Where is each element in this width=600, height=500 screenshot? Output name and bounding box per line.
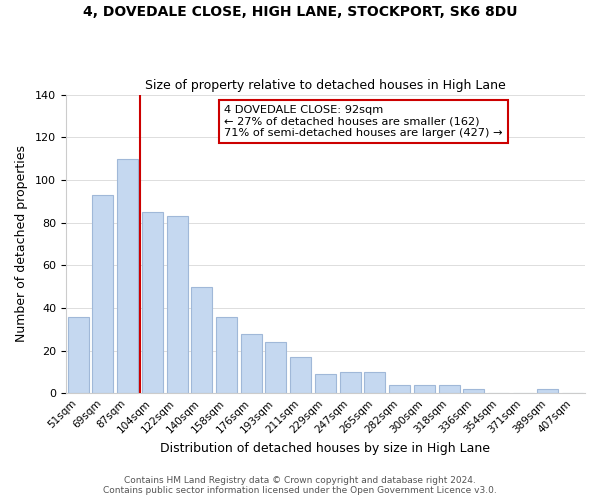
Bar — [241, 334, 262, 394]
Bar — [265, 342, 286, 394]
Bar — [216, 316, 237, 394]
Text: 4 DOVEDALE CLOSE: 92sqm
← 27% of detached houses are smaller (162)
71% of semi-d: 4 DOVEDALE CLOSE: 92sqm ← 27% of detache… — [224, 105, 503, 138]
Bar — [463, 389, 484, 394]
Bar — [117, 158, 138, 394]
Bar — [340, 372, 361, 394]
Text: Contains HM Land Registry data © Crown copyright and database right 2024.
Contai: Contains HM Land Registry data © Crown c… — [103, 476, 497, 495]
Text: 4, DOVEDALE CLOSE, HIGH LANE, STOCKPORT, SK6 8DU: 4, DOVEDALE CLOSE, HIGH LANE, STOCKPORT,… — [83, 5, 517, 19]
Title: Size of property relative to detached houses in High Lane: Size of property relative to detached ho… — [145, 79, 506, 92]
Bar — [167, 216, 188, 394]
Bar — [414, 385, 435, 394]
Bar — [315, 374, 336, 394]
X-axis label: Distribution of detached houses by size in High Lane: Distribution of detached houses by size … — [160, 442, 490, 455]
Bar — [191, 286, 212, 394]
Y-axis label: Number of detached properties: Number of detached properties — [15, 146, 28, 342]
Bar — [290, 357, 311, 394]
Bar — [389, 385, 410, 394]
Bar — [364, 372, 385, 394]
Bar — [142, 212, 163, 394]
Bar — [92, 195, 113, 394]
Bar — [68, 316, 89, 394]
Bar — [439, 385, 460, 394]
Bar — [538, 389, 559, 394]
